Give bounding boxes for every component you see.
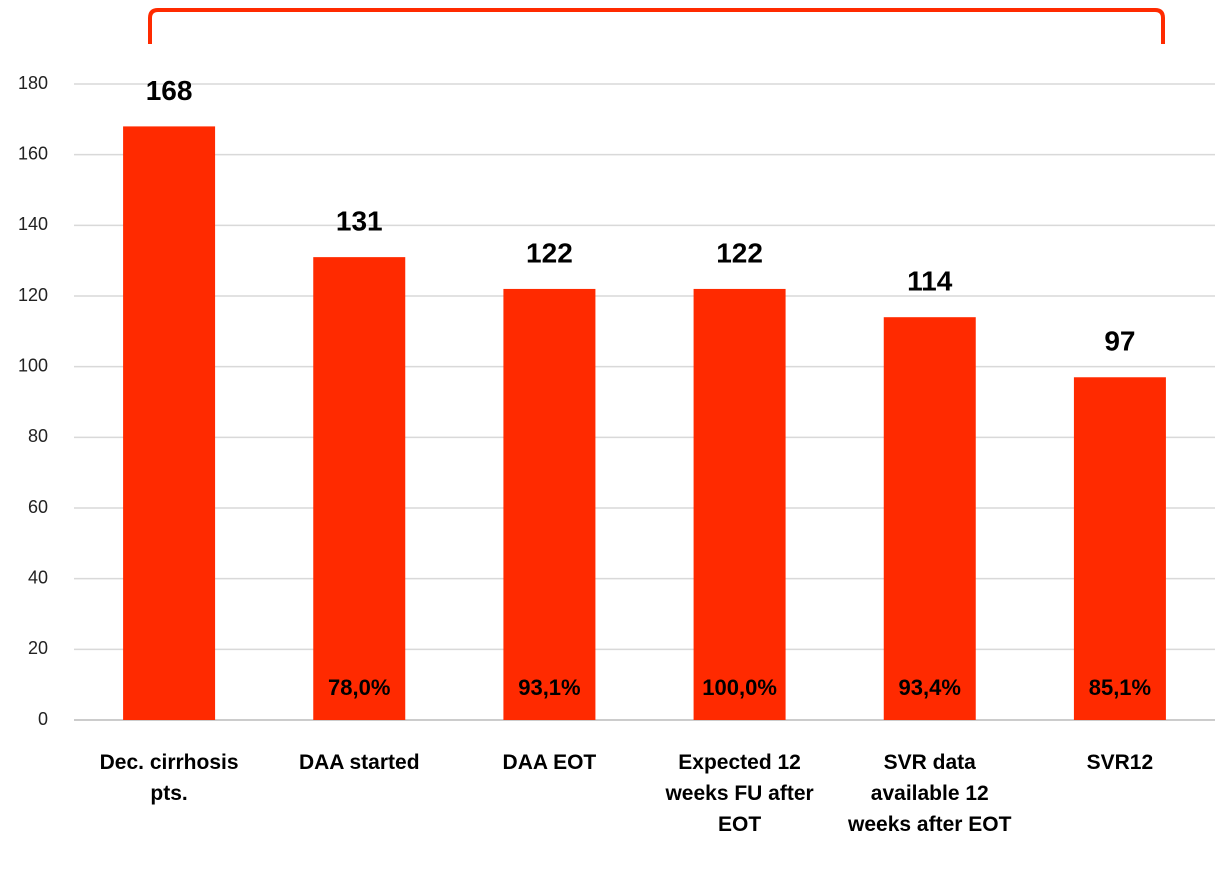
value-label: 131	[336, 206, 383, 237]
x-tick-label: Expected 12 weeks FU after EOT	[665, 751, 814, 836]
percent-label: 78,0%	[328, 675, 390, 700]
bar	[123, 126, 216, 720]
bar	[503, 288, 596, 720]
bar	[693, 288, 786, 720]
percent-label: 100,0%	[702, 675, 777, 700]
y-tick-label: 60	[28, 497, 48, 517]
y-tick-label: 40	[28, 567, 48, 587]
y-tick-label: 140	[18, 214, 48, 234]
x-tick-label: DAA started	[298, 751, 420, 774]
x-tick-label: SVR data available 12 weeks after EOT	[848, 751, 1012, 836]
value-label: 114	[907, 266, 953, 297]
x-tick-label: SVR12	[1086, 751, 1154, 774]
percent-label: 93,1%	[518, 675, 580, 700]
value-label: 97	[1104, 326, 1135, 357]
bar	[1073, 377, 1166, 720]
bar	[883, 317, 976, 720]
y-tick-label: 0	[38, 709, 48, 729]
y-tick-label: 120	[18, 285, 48, 305]
value-label: 122	[526, 237, 573, 268]
percent-label: 93,4%	[899, 675, 961, 700]
y-tick-label: 180	[18, 73, 48, 93]
bar	[313, 257, 406, 720]
value-label: 122	[716, 237, 763, 268]
bracket	[148, 8, 1165, 44]
x-tick-label: DAA EOT	[502, 751, 597, 774]
y-tick-label: 100	[18, 355, 48, 375]
percent-label: 85,1%	[1089, 675, 1151, 700]
value-label: 168	[146, 75, 193, 106]
y-tick-label: 20	[28, 638, 48, 658]
y-tick-label: 160	[18, 143, 48, 163]
x-tick-label: Dec. cirrhosis pts.	[99, 751, 239, 805]
y-tick-label: 80	[28, 426, 48, 446]
